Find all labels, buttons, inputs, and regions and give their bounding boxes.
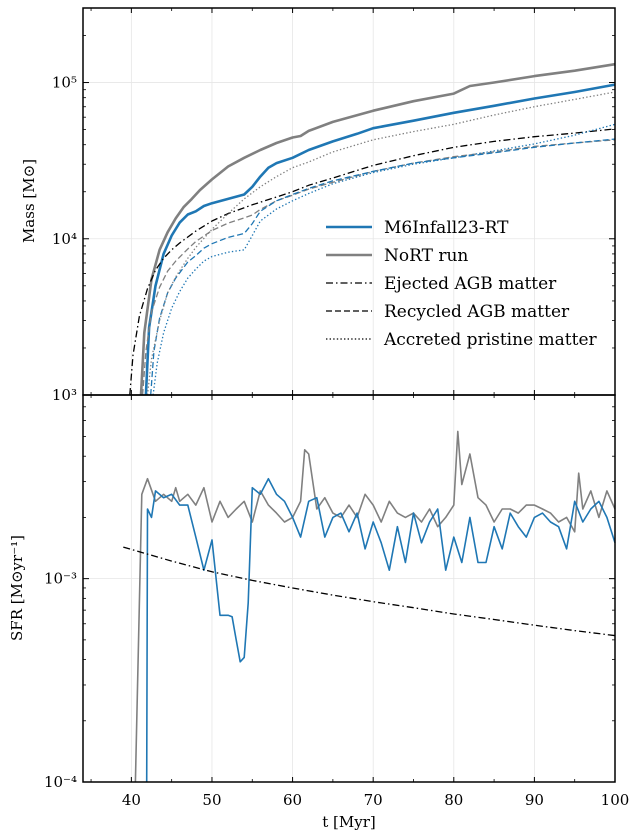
legend-label: Ejected AGB matter (384, 274, 557, 294)
x-tick-label: 70 (364, 791, 383, 809)
series-line-0-0 (144, 83, 616, 396)
series-line-1-0 (134, 430, 616, 783)
y-tick-label: 10⁵ (52, 74, 77, 92)
series-line-0-6 (152, 123, 616, 396)
bottom-ticks: 40 50 60 70 80 90 100 10⁻⁴ 10⁻³ (44, 395, 629, 809)
bottom-y-axis-label: SFR [M⊙yr⁻¹] (8, 535, 26, 641)
bottom-axes-frame (82, 394, 616, 783)
y-tick-label: 10⁻³ (44, 570, 77, 588)
x-tick-label: 90 (525, 791, 544, 809)
bottom-series-group (123, 430, 616, 783)
series-line-0-5 (146, 91, 616, 396)
bottom-grid (83, 395, 616, 782)
top-ticks: 10³ 10⁴ 10⁵ (52, 8, 616, 404)
top-series-group (129, 62, 616, 396)
series-line-0-4 (150, 138, 616, 396)
x-axis-label: t [Myr] (322, 813, 376, 831)
series-line-1-2 (123, 546, 616, 637)
legend-label: M6Infall23-RT (384, 218, 509, 238)
legend-label: Recycled AGB matter (384, 302, 570, 322)
x-tick-label: 60 (283, 791, 302, 809)
series-line-1-1 (145, 477, 616, 783)
y-tick-label: 10⁻⁴ (44, 773, 77, 791)
series-line-0-2 (129, 128, 616, 396)
y-tick-label: 10⁴ (52, 230, 77, 248)
y-tick-label: 10³ (52, 386, 77, 404)
legend-label: NoRT run (384, 246, 468, 266)
series-line-0-1 (139, 62, 616, 396)
legend: M6Infall23-RT NoRT run Ejected AGB matter R… (326, 218, 598, 350)
x-tick-label: 100 (601, 791, 630, 809)
bottom-panel: 40 50 60 70 80 90 100 10⁻⁴ 10⁻³ SFR [M⊙yr⁻¹] t [… (8, 394, 629, 831)
top-panel: 10³ 10⁴ 10⁵ Mass [M⊙] M6Infall23-RT NoRT ru… (20, 7, 616, 404)
series-line-0-3 (141, 139, 616, 396)
x-tick-label: 50 (202, 791, 221, 809)
legend-label: Accreted pristine matter (383, 330, 598, 350)
x-tick-label: 80 (444, 791, 463, 809)
top-y-axis-label: Mass [M⊙] (20, 159, 38, 243)
x-tick-label: 40 (122, 791, 141, 809)
